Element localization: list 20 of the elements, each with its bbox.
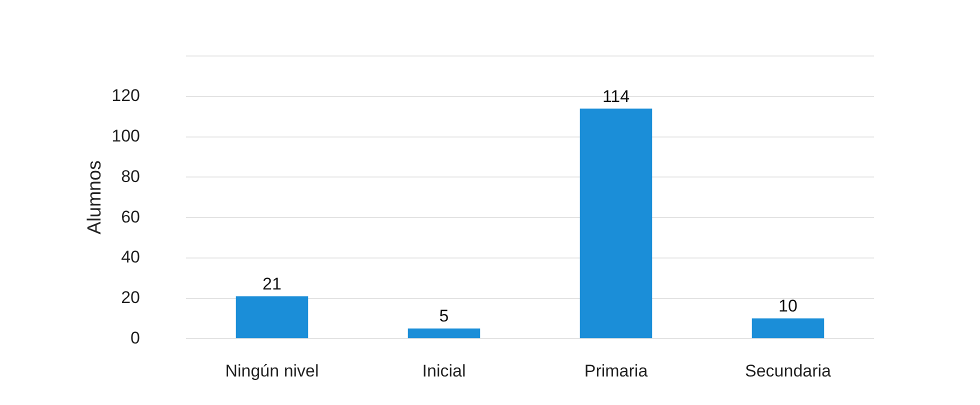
- y-tick-label: 60: [121, 207, 140, 226]
- y-axis-title: Alumnos: [84, 160, 106, 234]
- x-tick-label: Ningún nivel: [225, 361, 319, 380]
- data-label: 114: [602, 86, 630, 106]
- x-tick-label: Primaria: [584, 361, 648, 380]
- bar: [236, 296, 308, 338]
- y-tick-label: 0: [130, 328, 140, 348]
- x-tick-label: Secundaria: [744, 361, 832, 380]
- data-label: 21: [262, 274, 282, 294]
- bar: [580, 108, 652, 338]
- data-label: 10: [778, 296, 798, 316]
- y-tick-label: 120: [112, 86, 140, 106]
- y-tick-label: 100: [112, 126, 140, 146]
- data-label: 5: [439, 306, 449, 326]
- x-tick-label: Inicial: [422, 361, 466, 380]
- bar: [752, 318, 824, 338]
- bar: [408, 328, 480, 338]
- y-tick-label: 40: [121, 248, 140, 267]
- y-tick-label: 20: [121, 288, 140, 307]
- y-tick-label: 80: [121, 166, 140, 186]
